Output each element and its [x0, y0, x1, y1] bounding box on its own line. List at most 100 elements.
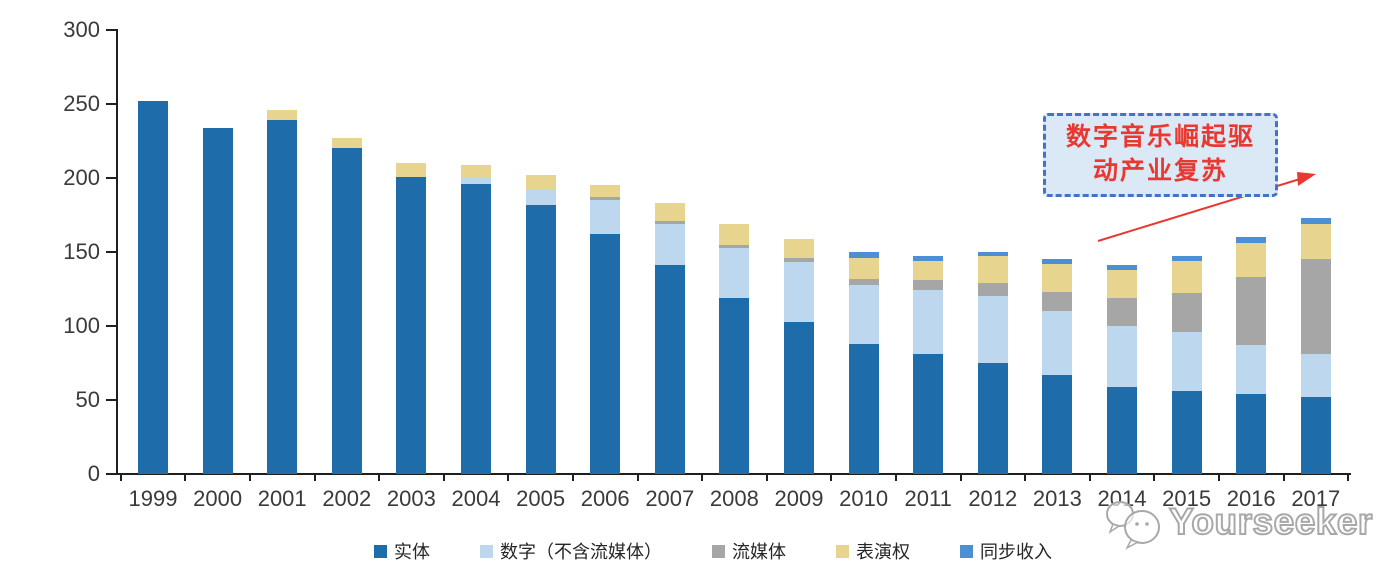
- x-axis-label: 2003: [386, 486, 436, 511]
- y-axis-line: [115, 29, 118, 475]
- y-tick: [106, 325, 116, 327]
- x-tick: [248, 473, 251, 481]
- bar-segment-physical: [267, 120, 298, 474]
- y-axis-label: 300: [63, 17, 100, 42]
- bar-segment-physical: [590, 234, 621, 474]
- bar-segment-physical: [1236, 394, 1267, 474]
- x-axis-label: 2007: [645, 486, 695, 511]
- x-tick: [765, 473, 768, 481]
- bar-segment-digital-excl-streaming: [654, 223, 685, 266]
- bar-segment-physical: [202, 127, 233, 474]
- bar-segment-digital-excl-streaming: [590, 200, 621, 235]
- bar-segment-digital-excl-streaming: [1171, 331, 1202, 392]
- bar-segment-physical: [1107, 386, 1137, 474]
- bar-segment-digital-excl-streaming: [719, 247, 750, 298]
- x-tick: [894, 473, 897, 481]
- watermark-logo-icon: [1106, 501, 1160, 550]
- y-tick: [106, 103, 116, 105]
- bar-segment-sync-revenue: [1171, 256, 1202, 261]
- bar-segment-physical: [461, 183, 491, 474]
- y-axis-label: 100: [63, 313, 100, 338]
- watermark: Yourseeker: [1101, 494, 1373, 552]
- bar-segment-physical: [848, 343, 879, 474]
- x-axis-label: 2015: [1162, 486, 1212, 511]
- x-tick: [636, 473, 639, 481]
- x-axis-label: 2017: [1291, 486, 1341, 511]
- bar-segment-performance-rights: [331, 138, 362, 149]
- bar-segment-performance-rights: [396, 163, 427, 177]
- y-axis-label: 250: [63, 91, 100, 116]
- bar-segment-physical: [719, 297, 750, 474]
- bar-segment-digital-excl-streaming: [1236, 345, 1267, 395]
- bar-segment-physical: [396, 176, 427, 474]
- legend-item-sync-revenue: 同步收入: [960, 538, 1052, 564]
- bar-segment-digital-excl-streaming: [977, 296, 1008, 363]
- bar-segment-digital-excl-streaming: [461, 178, 491, 184]
- legend-swatch-sync-revenue: [960, 544, 973, 558]
- legend-swatch-streaming: [712, 544, 725, 558]
- x-axis-label: 2000: [193, 486, 243, 511]
- x-axis-label: 2009: [774, 486, 824, 511]
- x-tick: [313, 473, 316, 481]
- x-axis-label: 2005: [516, 486, 566, 511]
- x-tick: [959, 473, 962, 481]
- bar-segment-streaming: [913, 280, 944, 291]
- bar-segment-physical: [784, 321, 814, 474]
- bar-segment-streaming: [590, 197, 621, 201]
- bar-segment-physical: [1171, 391, 1202, 474]
- legend-label-physical: 实体: [394, 542, 430, 562]
- bar-segment-sync-revenue: [1300, 217, 1331, 224]
- x-tick: [1217, 473, 1220, 481]
- bar-segment-digital-excl-streaming: [1107, 326, 1137, 387]
- bar-segment-physical: [138, 101, 168, 474]
- annotation-text-line1: 数字音乐崛起驱: [1065, 124, 1255, 151]
- bar-segment-sync-revenue: [1236, 237, 1267, 244]
- bar-segment-streaming: [719, 244, 750, 248]
- bar-segment-performance-rights: [1042, 263, 1073, 292]
- bar-segment-performance-rights: [267, 109, 298, 121]
- x-tick: [1282, 473, 1285, 481]
- x-tick: [1153, 473, 1156, 481]
- y-axis-label: 200: [63, 165, 100, 190]
- bar-segment-streaming: [654, 220, 685, 224]
- bar-segment-streaming: [1236, 277, 1267, 346]
- bar-segment-digital-excl-streaming: [848, 284, 879, 344]
- x-axis-label: 2012: [968, 486, 1018, 511]
- legend-label-digital-excl-streaming: 数字（不含流媒体）: [500, 542, 662, 562]
- bar-segment-performance-rights: [461, 164, 491, 178]
- bar-segment-streaming: [848, 278, 879, 285]
- legend-label-sync-revenue: 同步收入: [980, 542, 1052, 562]
- bar-segment-digital-excl-streaming: [913, 290, 944, 355]
- legend-swatch-performance-rights: [836, 544, 849, 558]
- x-tick: [119, 473, 122, 481]
- y-tick: [106, 473, 116, 475]
- legend-item-physical: 实体: [374, 538, 430, 564]
- x-axis-label: 2004: [451, 486, 501, 511]
- bar-segment-performance-rights: [654, 203, 685, 221]
- legend-item-streaming: 流媒体: [712, 538, 786, 564]
- bar-segment-performance-rights: [1171, 260, 1202, 294]
- annotation-text-line2: 动产业复苏: [1092, 158, 1228, 185]
- x-axis-label: 2013: [1032, 486, 1082, 511]
- x-axis-label: 1999: [128, 486, 178, 511]
- bar-segment-digital-excl-streaming: [1042, 311, 1073, 375]
- legend-swatch-digital-excl-streaming: [480, 544, 493, 558]
- y-axis-label: 150: [63, 239, 100, 264]
- legend-item-performance-rights: 表演权: [836, 538, 910, 564]
- bar-segment-performance-rights: [525, 175, 556, 190]
- bar-segment-performance-rights: [1300, 223, 1331, 260]
- bar-segment-sync-revenue: [977, 252, 1008, 257]
- x-axis-label: 2001: [257, 486, 307, 511]
- bar-segment-performance-rights: [913, 260, 944, 281]
- y-tick: [106, 251, 116, 253]
- legend-label-performance-rights: 表演权: [856, 542, 910, 562]
- x-axis-label: 2016: [1226, 486, 1276, 511]
- x-tick: [378, 473, 381, 481]
- x-axis-label: 2006: [580, 486, 630, 511]
- legend: 实体 数字（不含流媒体） 流媒体 表演权 同步收入: [0, 538, 1398, 564]
- x-axis-label: 2011: [904, 486, 952, 511]
- legend-label-streaming: 流媒体: [732, 542, 786, 562]
- bar-segment-performance-rights: [784, 238, 814, 258]
- legend-item-digital-excl-streaming: 数字（不含流媒体）: [480, 538, 662, 564]
